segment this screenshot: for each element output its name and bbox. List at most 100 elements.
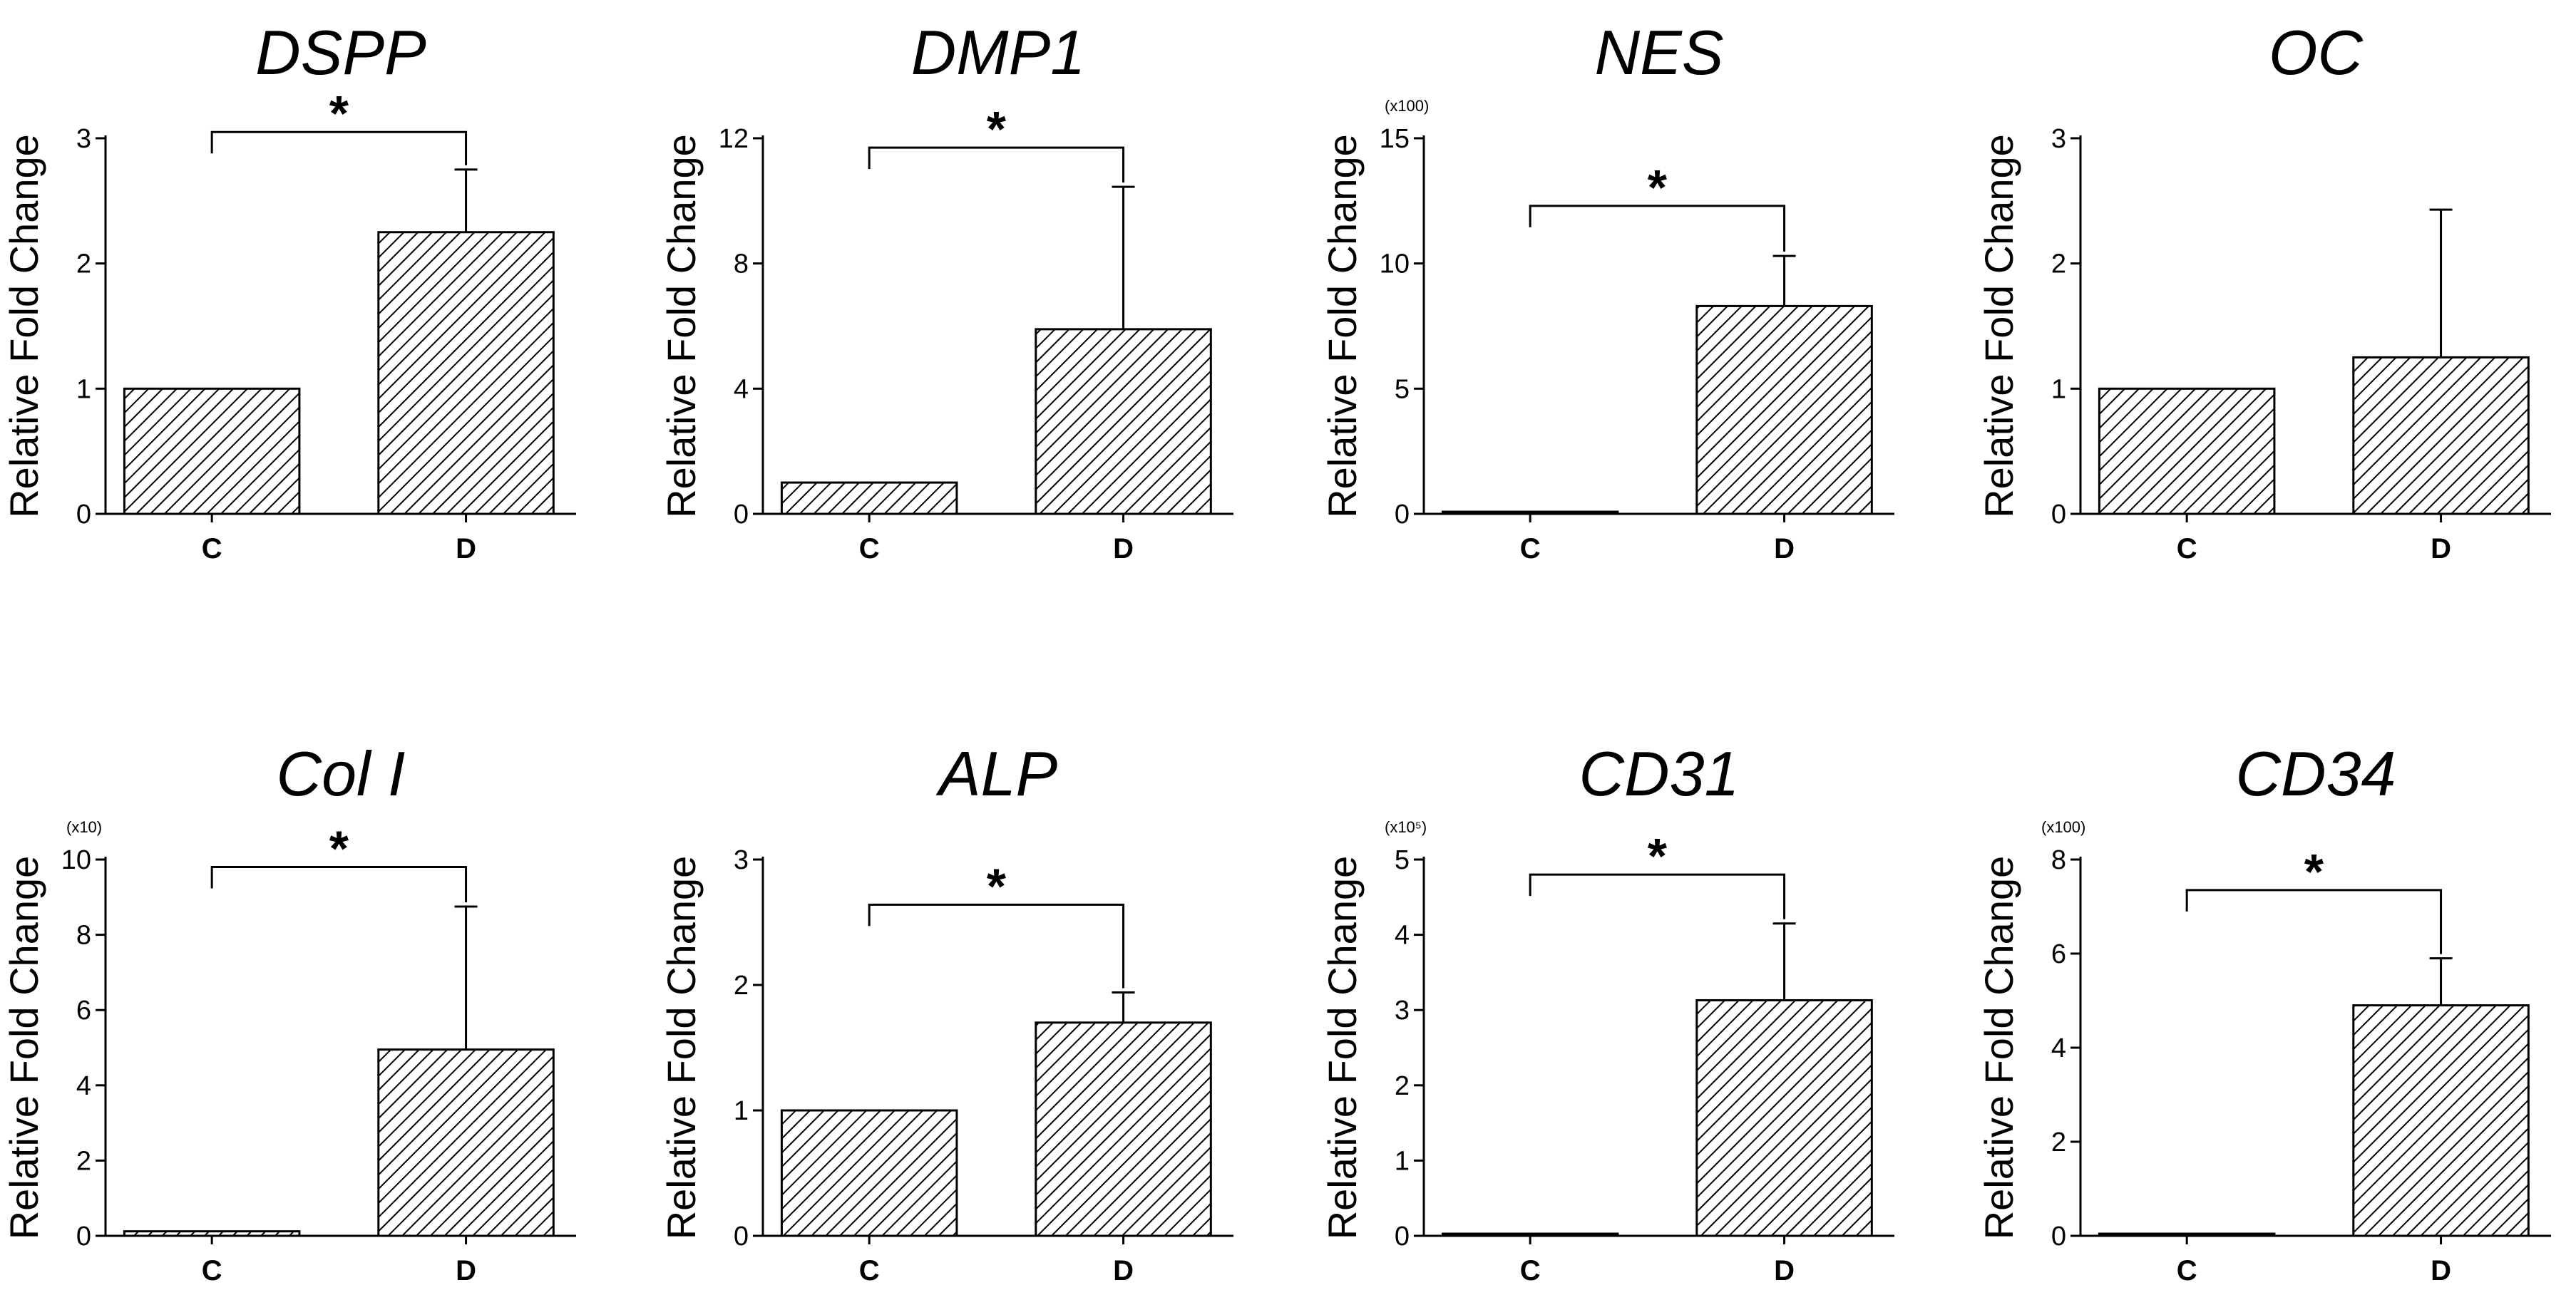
bar-C — [1441, 1232, 1619, 1237]
bar-D — [1695, 304, 1873, 515]
y-tick-label: 3 — [1395, 996, 1410, 1026]
bar-C — [2098, 387, 2276, 515]
significance-marker: * — [2304, 844, 2324, 899]
y-tick-label: 4 — [76, 1071, 91, 1101]
x-tick-label-D: D — [1113, 533, 1134, 564]
bar-C — [780, 481, 958, 515]
y-tick-label: 5 — [1395, 374, 1410, 404]
x-tick-label-D: D — [1113, 1255, 1134, 1286]
significance-bracket — [210, 866, 468, 902]
bar-C — [1441, 510, 1619, 515]
x-tick-label-C: C — [1520, 533, 1541, 564]
chart-panel-dspp: DSPP Relative Fold Change 0 1 2 3 C D * — [1, 17, 576, 564]
chart-panel-cd31: CD31 Relative Fold Change (x10⁵) 0 1 2 3 4 5 C D * — [1320, 738, 1894, 1286]
significance-marker: * — [987, 858, 1007, 914]
bar-D — [377, 1048, 555, 1237]
chart-title: NES — [1595, 17, 1724, 88]
x-tick-label-D: D — [1774, 533, 1795, 564]
significance-marker: * — [329, 821, 349, 877]
chart-title: DSPP — [255, 17, 426, 88]
y-tick-label: 4 — [2051, 1033, 2066, 1063]
bar-C — [2098, 1232, 2276, 1237]
chart-title: ALP — [935, 738, 1058, 809]
y-tick-label: 15 — [1380, 124, 1410, 154]
y-axis-label: Relative Fold Change — [1320, 856, 1365, 1240]
y-tick-label: 2 — [1395, 1071, 1410, 1101]
significance-marker: * — [987, 101, 1007, 157]
y-tick-label: 1 — [734, 1096, 749, 1126]
x-tick-label-C: C — [2177, 533, 2197, 564]
chart-title: DMP1 — [911, 17, 1086, 88]
y-tick-label: 0 — [76, 1222, 91, 1252]
significance-bracket — [1529, 205, 1786, 252]
y-axis-label: Relative Fold Change — [1320, 134, 1365, 518]
bar-D — [1035, 328, 1212, 515]
y-axis-label: Relative Fold Change — [1976, 134, 2021, 518]
y-tick-label: 3 — [2051, 124, 2066, 154]
y-tick-label: 2 — [2051, 249, 2066, 279]
y-tick-label: 2 — [734, 971, 749, 1001]
y-tick-label: 1 — [76, 374, 91, 404]
x-tick-label-D: D — [1774, 1255, 1795, 1286]
y-axis-label: Relative Fold Change — [1, 856, 46, 1240]
y-tick-label: 3 — [76, 124, 91, 154]
chart-title: Col I — [277, 738, 406, 809]
y-tick-label: 0 — [1395, 1222, 1410, 1252]
y-tick-label: 4 — [1395, 921, 1410, 951]
y-axis-multiplier: (x10⁵) — [1385, 818, 1427, 836]
y-tick-label: 1 — [2051, 374, 2066, 404]
chart-panel-cd34: CD34 Relative Fold Change (x100) 0 2 4 6 8 C D * — [1976, 738, 2551, 1286]
y-tick-label: 8 — [2051, 845, 2066, 875]
significance-bracket — [1529, 873, 1786, 919]
y-tick-label: 0 — [2051, 500, 2066, 530]
chart-title: CD31 — [1579, 738, 1740, 809]
y-tick-label: 0 — [734, 1222, 749, 1252]
x-tick-label-C: C — [859, 533, 880, 564]
bar-C — [123, 387, 301, 515]
y-tick-label: 3 — [734, 845, 749, 875]
y-tick-label: 0 — [76, 500, 91, 530]
chart-panel-dmp1: DMP1 Relative Fold Change 0 4 8 12 C D * — [659, 17, 1233, 564]
y-axis-label: Relative Fold Change — [1, 134, 46, 518]
y-tick-label: 8 — [734, 249, 749, 279]
x-tick-label-D: D — [456, 1255, 476, 1286]
y-tick-label: 0 — [734, 500, 749, 530]
x-tick-label-D: D — [456, 533, 476, 564]
y-tick-label: 1 — [1395, 1146, 1410, 1176]
bar-C — [123, 1230, 301, 1237]
y-axis-label: Relative Fold Change — [1976, 856, 2021, 1240]
y-axis-label: Relative Fold Change — [659, 134, 704, 518]
y-tick-label: 5 — [1395, 845, 1410, 875]
significance-marker: * — [329, 86, 349, 141]
y-tick-label: 2 — [76, 1146, 91, 1176]
significance-bracket — [868, 903, 1125, 989]
significance-marker: * — [1648, 160, 1668, 215]
significance-marker: * — [1648, 828, 1668, 884]
y-axis-multiplier: (x100) — [2041, 818, 2085, 836]
x-tick-label-C: C — [859, 1255, 880, 1286]
bar-D — [2352, 356, 2530, 515]
x-tick-label-C: C — [202, 1255, 222, 1286]
y-tick-label: 4 — [734, 374, 749, 404]
y-tick-label: 6 — [76, 996, 91, 1026]
chart-title: CD34 — [2236, 738, 2396, 809]
y-tick-label: 6 — [2051, 939, 2066, 969]
chart-panel-nes: NES Relative Fold Change (x100) 0 5 10 15 C D * — [1320, 17, 1894, 564]
bar-D — [377, 231, 555, 515]
y-tick-label: 8 — [76, 921, 91, 951]
bar-D — [2352, 1004, 2530, 1237]
y-tick-label: 10 — [1380, 249, 1410, 279]
bar-D — [1035, 1021, 1212, 1237]
y-tick-label: 0 — [1395, 500, 1410, 530]
bar-C — [780, 1109, 958, 1237]
x-tick-label-C: C — [1520, 1255, 1541, 1286]
x-tick-label-C: C — [202, 533, 222, 564]
y-axis-multiplier: (x100) — [1385, 97, 1429, 115]
y-axis-label: Relative Fold Change — [659, 856, 704, 1240]
significance-bracket — [2185, 889, 2443, 954]
y-tick-label: 12 — [719, 124, 749, 154]
y-tick-label: 0 — [2051, 1222, 2066, 1252]
bar-D — [1695, 999, 1873, 1237]
chart-panel-alp: ALP Relative Fold Change 0 1 2 3 C D * — [659, 738, 1233, 1286]
